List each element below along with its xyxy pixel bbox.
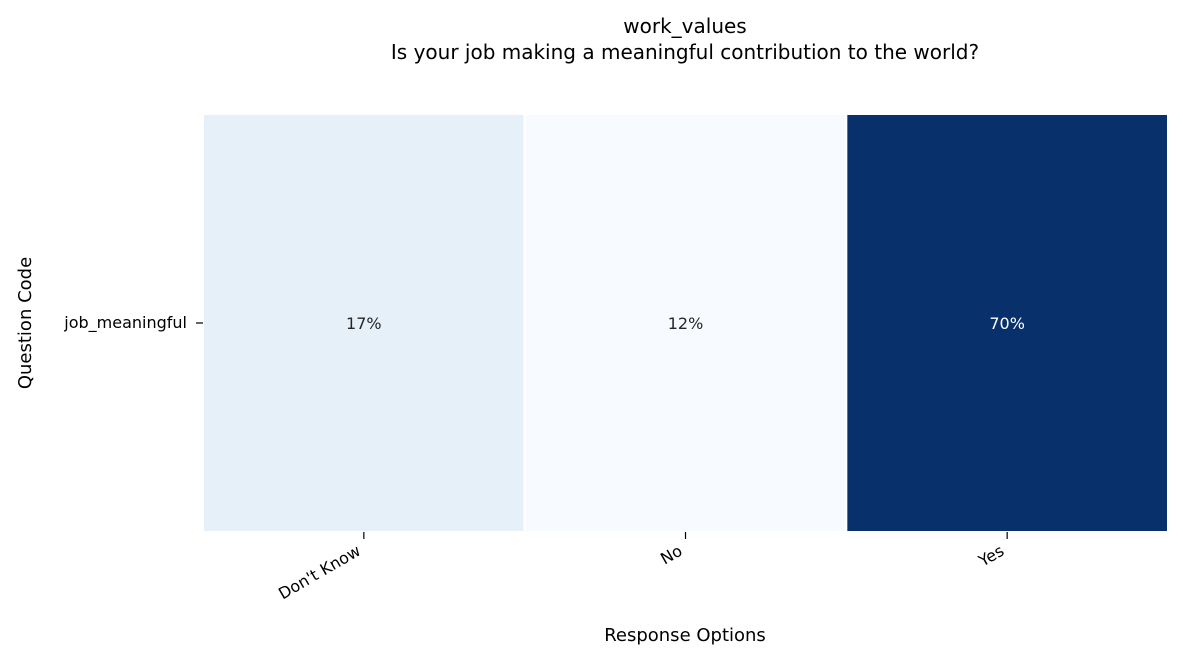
cell-value-label: 12% [668,314,704,333]
x-tick-label: Yes [974,541,1007,571]
heatmap-cell [202,113,526,533]
y-axis-label: Question Code [15,257,36,389]
heatmap-cell [845,113,1169,533]
chart-title: work_values [623,14,746,38]
heatmap-cells: 17% 12% 70% [202,113,1169,533]
y-tick-label: job_meaningful [63,313,187,333]
cell-value-label: 70% [989,314,1025,333]
x-tick-label: Don't Know [275,541,364,603]
x-axis-label: Response Options [604,625,766,646]
x-tick-label: No [657,541,685,568]
heatmap-cell [523,113,848,533]
chart-subtitle: Is your job making a meaningful contribu… [391,40,979,64]
cell-value-label: 17% [346,314,382,333]
